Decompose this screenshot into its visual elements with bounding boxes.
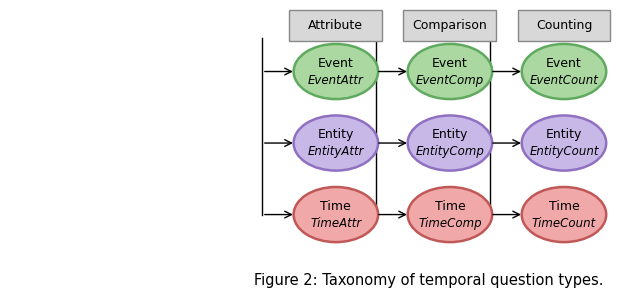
FancyBboxPatch shape bbox=[518, 10, 611, 41]
Text: Event: Event bbox=[318, 57, 354, 70]
FancyBboxPatch shape bbox=[289, 10, 382, 41]
Text: Comparison: Comparison bbox=[413, 19, 487, 32]
Text: EventComp: EventComp bbox=[416, 74, 484, 87]
Text: Time: Time bbox=[548, 200, 579, 213]
Text: Event: Event bbox=[432, 57, 468, 70]
Text: Time: Time bbox=[321, 200, 351, 213]
Ellipse shape bbox=[408, 115, 492, 170]
Text: Time: Time bbox=[435, 200, 465, 213]
Ellipse shape bbox=[522, 187, 606, 242]
Text: Attribute: Attribute bbox=[308, 19, 364, 32]
Text: TimeAttr: TimeAttr bbox=[310, 217, 362, 230]
Ellipse shape bbox=[408, 44, 492, 99]
Ellipse shape bbox=[294, 115, 378, 170]
Text: EventAttr: EventAttr bbox=[308, 74, 364, 87]
Text: Figure 2: Taxonomy of temporal question types.: Figure 2: Taxonomy of temporal question … bbox=[254, 273, 604, 288]
Ellipse shape bbox=[294, 44, 378, 99]
Text: TimeComp: TimeComp bbox=[418, 217, 482, 230]
Text: Entity: Entity bbox=[317, 128, 354, 141]
Text: Event: Event bbox=[546, 57, 582, 70]
Text: EntityComp: EntityComp bbox=[415, 145, 484, 159]
Ellipse shape bbox=[408, 187, 492, 242]
Text: Counting: Counting bbox=[536, 19, 592, 32]
Ellipse shape bbox=[294, 187, 378, 242]
Text: TimeCount: TimeCount bbox=[532, 217, 596, 230]
Text: EventCount: EventCount bbox=[529, 74, 598, 87]
Text: EntityAttr: EntityAttr bbox=[308, 145, 364, 159]
Ellipse shape bbox=[522, 44, 606, 99]
Ellipse shape bbox=[522, 115, 606, 170]
Text: Entity: Entity bbox=[546, 128, 582, 141]
Text: Entity: Entity bbox=[432, 128, 468, 141]
Text: EntityCount: EntityCount bbox=[529, 145, 598, 159]
FancyBboxPatch shape bbox=[403, 10, 497, 41]
